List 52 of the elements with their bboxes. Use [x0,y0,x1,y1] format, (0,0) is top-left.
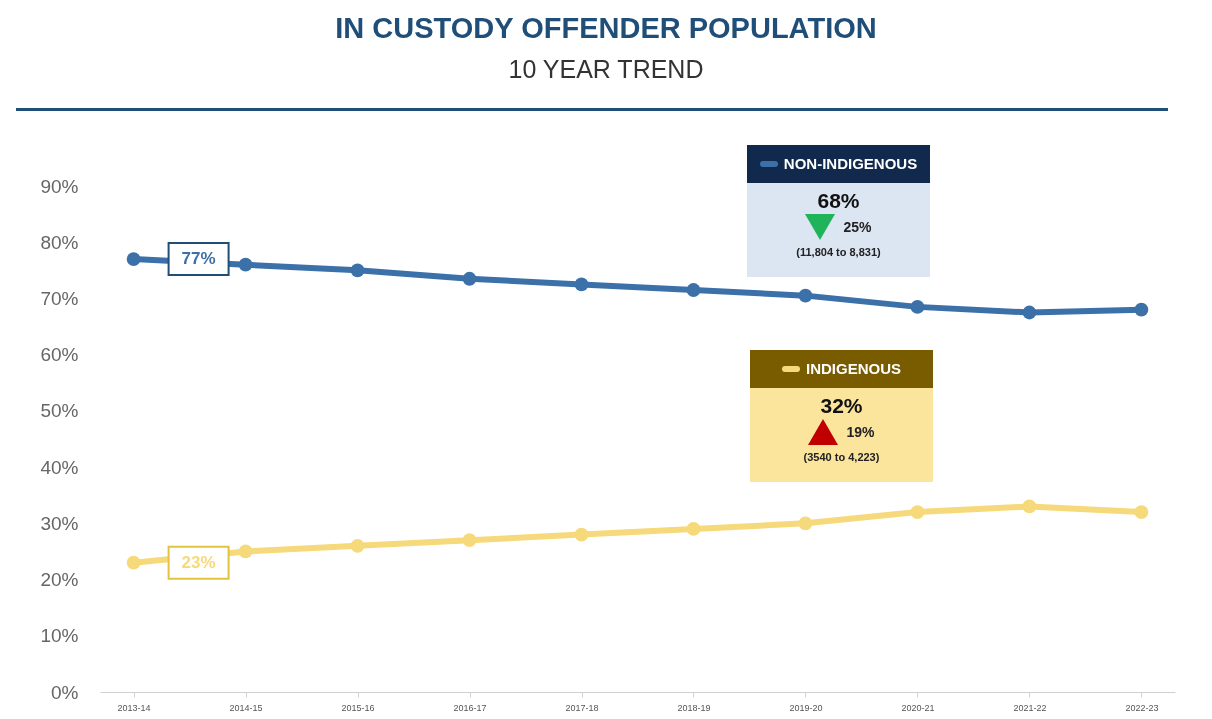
point [350,538,365,553]
chart-subtitle: 10 YEAR TREND [507,55,705,84]
x-tick-label: 2014-15 [229,702,263,713]
y-tick-label: 80% [40,231,79,253]
annotation: 23% [181,552,216,572]
chart-title: IN CUSTODY OFFENDER POPULATION [334,12,878,45]
point [462,533,477,548]
annotation: 32% [819,394,864,418]
point [910,300,925,314]
x-tick-label: 2020-21 [901,702,935,713]
y-tick-label: 70% [40,287,79,309]
point [1022,305,1037,320]
y-tick-label: 10% [40,625,79,647]
point [126,555,141,570]
point [350,263,365,278]
point [238,257,253,272]
point [1134,505,1149,519]
x-tick-label: 2021-22 [1013,702,1047,713]
x-tick-label: 2019-20 [789,702,823,713]
point [686,522,701,536]
point [574,527,589,542]
y-tick-label: 0% [51,681,79,703]
y-tick-label: 20% [40,569,79,591]
x-tick-label: 2022-23 [1125,702,1159,713]
y-tick-label: 40% [40,456,79,478]
point [126,252,141,266]
y-tick-label: 30% [40,512,79,534]
x-tick-label: 2018-19 [677,702,711,713]
point [798,516,813,531]
annotation: (3540 to 4,223) [802,451,881,463]
annotation: 25% [843,219,872,235]
point [1022,499,1037,514]
legend-label: INDIGENOUS [805,359,901,379]
x-tick-label: 2013-14 [117,702,151,713]
point [910,505,925,519]
point [798,288,813,303]
annotation: 19% [846,424,875,440]
point [462,271,477,286]
x-tick-label: 2017-18 [565,702,599,713]
x-tick-label: 2016-17 [453,702,487,713]
point [574,277,589,292]
y-tick-label: 60% [40,344,79,366]
x-tick-label: 2015-16 [341,702,375,713]
y-tick-label: 50% [40,400,79,422]
point [1134,302,1149,317]
legend-label: NON-INDIGENOUS [783,154,918,174]
annotation: 68% [816,189,861,213]
y-tick-label: 90% [40,175,79,197]
annotation: 77% [181,249,216,269]
annotation: (11,804 to 8,831) [795,246,882,258]
point [238,544,253,559]
point [686,283,701,297]
